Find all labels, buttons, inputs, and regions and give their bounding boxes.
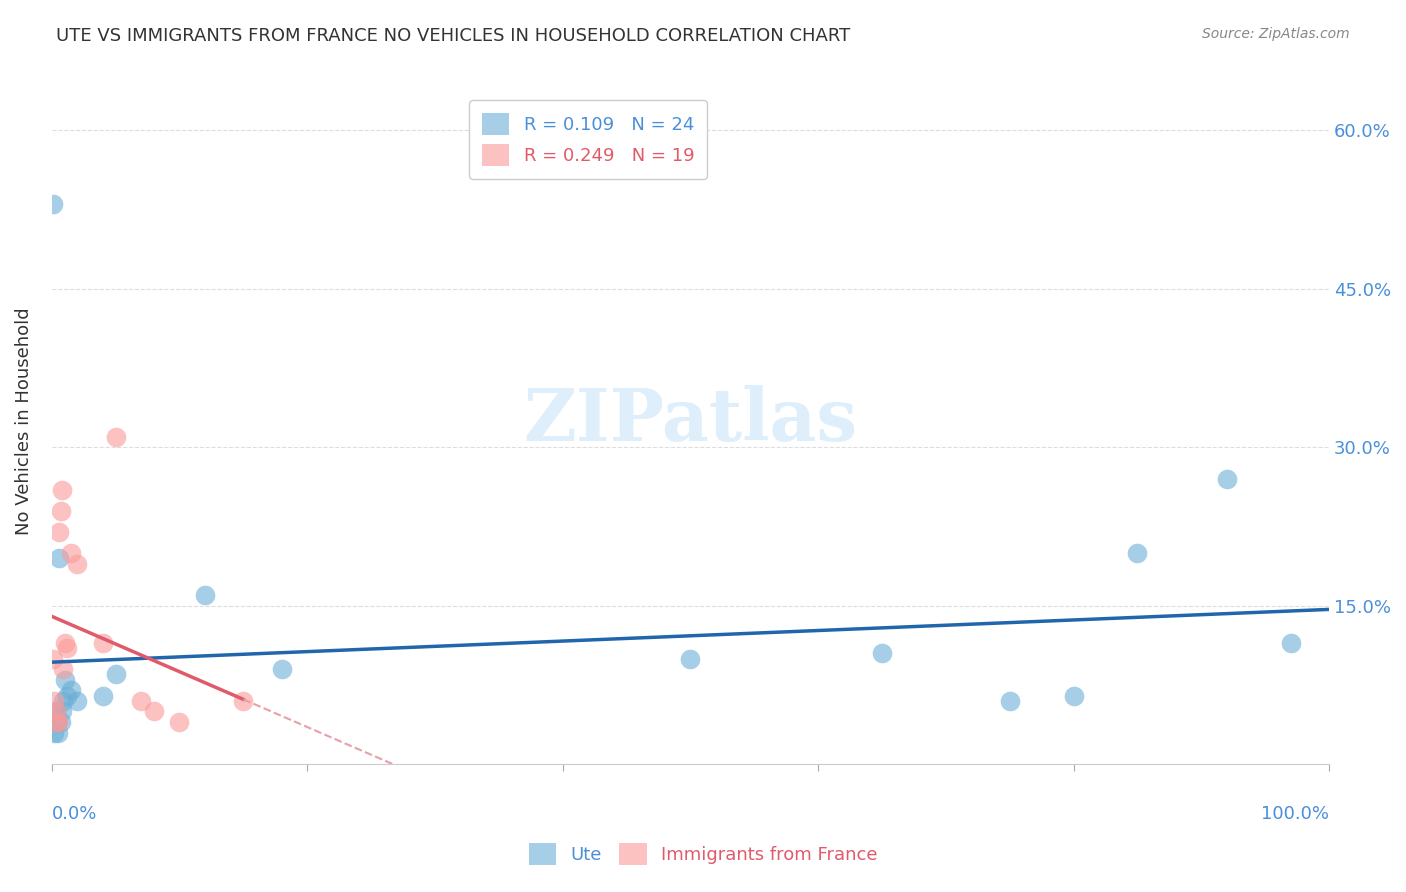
- Point: [1126, 546, 1149, 560]
- Legend: Ute, Immigrants from France: Ute, Immigrants from France: [519, 834, 887, 874]
- Y-axis label: No Vehicles in Household: No Vehicles in Household: [15, 307, 32, 534]
- Point: [1216, 472, 1239, 486]
- Point: [46, 714, 69, 729]
- Point: [48, 524, 70, 539]
- Point: [129, 694, 152, 708]
- Point: [169, 714, 191, 729]
- Point: [59, 683, 82, 698]
- Point: [59, 546, 82, 560]
- Point: [49, 504, 72, 518]
- Point: [56, 640, 79, 655]
- Point: [232, 694, 254, 708]
- Point: [679, 651, 702, 665]
- Text: UTE VS IMMIGRANTS FROM FRANCE NO VEHICLES IN HOUSEHOLD CORRELATION CHART: UTE VS IMMIGRANTS FROM FRANCE NO VEHICLE…: [56, 27, 851, 45]
- Point: [48, 551, 70, 566]
- Point: [194, 588, 217, 602]
- Point: [142, 705, 165, 719]
- Point: [53, 673, 76, 687]
- Point: [45, 714, 67, 729]
- Text: Source: ZipAtlas.com: Source: ZipAtlas.com: [1202, 27, 1350, 41]
- Point: [44, 694, 66, 708]
- Point: [1063, 689, 1085, 703]
- Point: [42, 651, 65, 665]
- Point: [270, 662, 292, 676]
- Point: [49, 714, 72, 729]
- Point: [52, 662, 75, 676]
- Text: 100.0%: 100.0%: [1261, 805, 1329, 823]
- Text: ZIPatlas: ZIPatlas: [523, 385, 858, 457]
- Point: [45, 705, 67, 719]
- Point: [66, 557, 89, 571]
- Point: [52, 694, 75, 708]
- Point: [104, 667, 127, 681]
- Point: [66, 694, 89, 708]
- Point: [1279, 636, 1302, 650]
- Point: [51, 705, 73, 719]
- Point: [42, 197, 65, 211]
- Point: [56, 689, 79, 703]
- Point: [45, 705, 67, 719]
- Text: 0.0%: 0.0%: [52, 805, 97, 823]
- Point: [104, 430, 127, 444]
- Point: [46, 725, 69, 739]
- Point: [998, 694, 1021, 708]
- Legend: R = 0.109   N = 24, R = 0.249   N = 19: R = 0.109 N = 24, R = 0.249 N = 19: [470, 100, 707, 178]
- Point: [53, 636, 76, 650]
- Point: [91, 636, 114, 650]
- Point: [91, 689, 114, 703]
- Point: [44, 725, 66, 739]
- Point: [45, 714, 67, 729]
- Point: [870, 646, 893, 660]
- Point: [51, 483, 73, 497]
